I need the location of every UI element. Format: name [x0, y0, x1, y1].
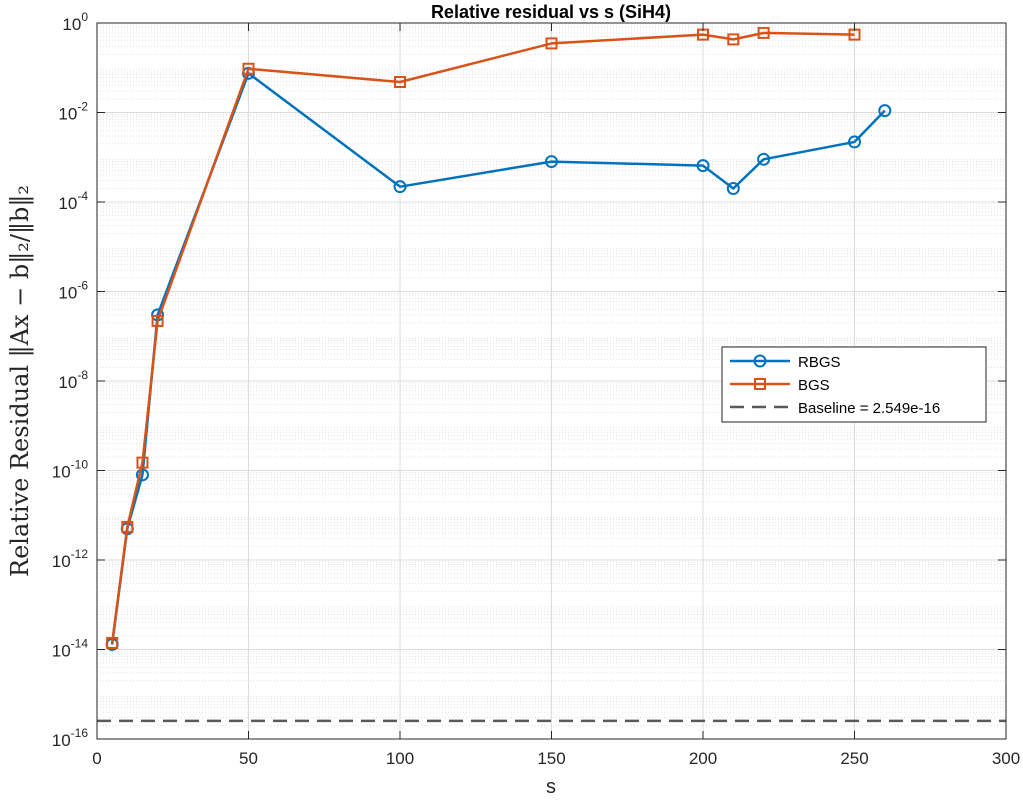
y-tick-label: 100	[62, 10, 88, 34]
x-tick-label: 0	[92, 749, 101, 768]
tick-marks	[96, 22, 1007, 740]
series-line-rbgs	[110, 72, 886, 645]
y-tick-label: 10-16	[52, 726, 89, 750]
y-tick-label: 10-14	[52, 637, 89, 661]
legend-label-rbgs: RBGS	[798, 354, 841, 371]
data-point-rbgs	[878, 104, 892, 118]
y-tick-label: 10-2	[58, 100, 88, 124]
data-point-bgs	[121, 520, 134, 533]
data-point-bgs	[394, 76, 406, 89]
x-axis-label: s	[546, 776, 556, 798]
series-line-bgs	[110, 31, 855, 644]
y-tick-label: 10-6	[58, 279, 88, 303]
y-tick-label: 10-4	[58, 189, 88, 213]
y-tick-label: 10-10	[52, 458, 89, 482]
y-tick-labels: 10-16 10-14 10-12 10-10 10-8 10-6 10-4 10-2 100	[52, 10, 89, 750]
data-point-bgs	[727, 33, 740, 46]
x-tick-label: 100	[386, 749, 414, 768]
data-point-bgs	[757, 26, 770, 39]
data-point-rbgs	[393, 180, 407, 194]
series-layer	[105, 26, 892, 651]
y-tick-label: 10-8	[58, 368, 88, 392]
data-point-rbgs	[135, 468, 149, 482]
legend: RBGS BGS Baseline = 2.549e-16	[721, 346, 987, 423]
data-point-rbgs	[726, 182, 740, 196]
x-tick-label: 300	[992, 749, 1020, 768]
data-point-rbgs	[545, 155, 558, 169]
y-axis-label: Relative Residual ‖Ax − b‖₂/‖b‖₂	[6, 185, 35, 577]
x-tick-label: 200	[689, 749, 717, 768]
legend-swatch-marker-bgs	[754, 378, 766, 390]
chart-title: Relative residual vs s (SiH4)	[431, 2, 671, 22]
legend-swatch-marker-rbgs	[753, 354, 767, 368]
data-point-rbgs	[696, 159, 710, 173]
data-point-bgs	[545, 37, 558, 50]
x-tick-label: 50	[239, 749, 258, 768]
legend-label-bgs: BGS	[798, 377, 830, 394]
data-point-bgs	[106, 636, 119, 649]
data-point-bgs	[136, 456, 149, 469]
legend-swatches	[730, 354, 790, 409]
x-tick-label: 250	[840, 749, 868, 768]
y-tick-label: 10-12	[52, 547, 89, 571]
legend-label-baseline: Baseline = 2.549e-16	[798, 400, 940, 417]
x-tick-label: 150	[537, 749, 565, 768]
x-tick-labels: 0 50 100 150 200 250 300	[92, 749, 1020, 768]
data-point-bgs	[151, 314, 164, 327]
data-point-rbgs	[757, 152, 771, 166]
data-point-bgs	[242, 62, 255, 75]
data-point-rbgs	[848, 135, 861, 149]
